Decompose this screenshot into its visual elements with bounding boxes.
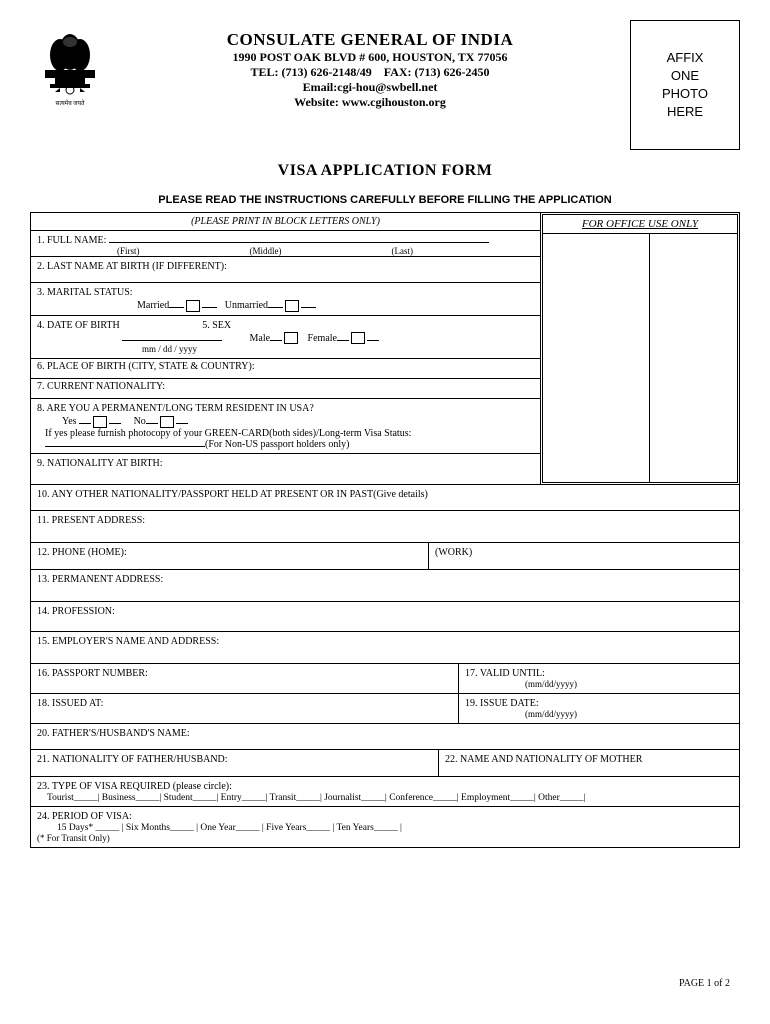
full-width-fields: 10. ANY OTHER NATIONALITY/PASSPORT HELD … [30, 485, 740, 848]
field-father: 20. FATHER'S/HUSBAND'S NAME: [31, 724, 739, 750]
male-checkbox[interactable] [284, 332, 298, 344]
svg-text:सत्यमेव जयते: सत्यमेव जयते [55, 99, 85, 107]
field-nat-birth: 9. NATIONALITY AT BIRTH: [31, 454, 540, 484]
fields-col-left: (PLEASE PRINT IN BLOCK LETTERS ONLY) 1. … [30, 212, 540, 485]
unmarried-checkbox[interactable] [285, 300, 299, 312]
field-phone-home: 12. PHONE (HOME): [31, 543, 429, 569]
field-employer: 15. EMPLOYER'S NAME AND ADDRESS: [31, 632, 739, 664]
field-issue-date: 19. ISSUE DATE: (mm/dd/yyyy) [459, 694, 739, 723]
field-father-nat: 21. NATIONALITY OF FATHER/HUSBAND: [31, 750, 439, 776]
org-contact: TEL: (713) 626-2148/49 FAX: (713) 626-24… [120, 65, 620, 80]
field-lastname-birth: 2. LAST NAME AT BIRTH (IF DIFFERENT): [31, 257, 540, 283]
org-email: Email:cgi-hou@swbell.net [120, 80, 620, 95]
field-valid-until: 17. VALID UNTIL: (mm/dd/yyyy) [459, 664, 739, 693]
page-number: PAGE 1 of 2 [679, 978, 730, 989]
field-marital: 3. MARITAL STATUS: Married Unmarried [31, 283, 540, 316]
field-other-nat: 10. ANY OTHER NATIONALITY/PASSPORT HELD … [31, 485, 739, 511]
field-present-addr: 11. PRESENT ADDRESS: [31, 511, 739, 543]
photo-box: AFFIX ONE PHOTO HERE [630, 20, 740, 150]
org-website: Website: www.cgihouston.org [120, 95, 620, 110]
field-issued-at: 18. ISSUED AT: [31, 694, 459, 723]
field-fullname: 1. FULL NAME: (First) (Middle) (Last) [31, 231, 540, 257]
field-perm-addr: 13. PERMANENT ADDRESS: [31, 570, 739, 602]
instructions: PLEASE READ THE INSTRUCTIONS CAREFULLY B… [30, 194, 740, 206]
female-checkbox[interactable] [351, 332, 365, 344]
field-pob: 6. PLACE OF BIRTH (CITY, STATE & COUNTRY… [31, 359, 540, 379]
office-use-box: FOR OFFICE USE ONLY [540, 212, 740, 485]
no-checkbox[interactable] [160, 416, 174, 428]
field-resident: 8. ARE YOU A PERMANENT/LONG TERM RESIDEN… [31, 399, 540, 454]
married-checkbox[interactable] [186, 300, 200, 312]
office-col-1 [543, 234, 650, 482]
org-name: CONSULATE GENERAL OF INDIA [120, 30, 620, 50]
field-phone-work: (WORK) [429, 543, 739, 569]
field-dob-sex: 4. DATE OF BIRTH 5. SEX Male Female mm /… [31, 316, 540, 360]
field-nationality: 7. CURRENT NATIONALITY: [31, 379, 540, 399]
india-emblem-icon: सत्यमेव जयते [30, 20, 110, 110]
field-profession: 14. PROFESSION: [31, 602, 739, 632]
field-visa-type: 23. TYPE OF VISA REQUIRED (please circle… [31, 777, 739, 807]
office-col-2 [650, 234, 737, 482]
form-title: VISA APPLICATION FORM [30, 162, 740, 180]
yes-checkbox[interactable] [93, 416, 107, 428]
header-block: CONSULATE GENERAL OF INDIA 1990 POST OAK… [120, 20, 620, 110]
tel-text: TEL: (713) 626-2148/49 [250, 65, 371, 79]
field-mother: 22. NAME AND NATIONALITY OF MOTHER [439, 750, 739, 776]
field-passport: 16. PASSPORT NUMBER: [31, 664, 459, 693]
print-note: (PLEASE PRINT IN BLOCK LETTERS ONLY) [31, 213, 540, 231]
org-address: 1990 POST OAK BLVD # 600, HOUSTON, TX 77… [120, 50, 620, 65]
field-period: 24. PERIOD OF VISA: 15 Days* _____ | Six… [31, 807, 739, 847]
office-header: FOR OFFICE USE ONLY [543, 215, 737, 234]
fax-text: FAX: (713) 626-2450 [384, 65, 490, 79]
